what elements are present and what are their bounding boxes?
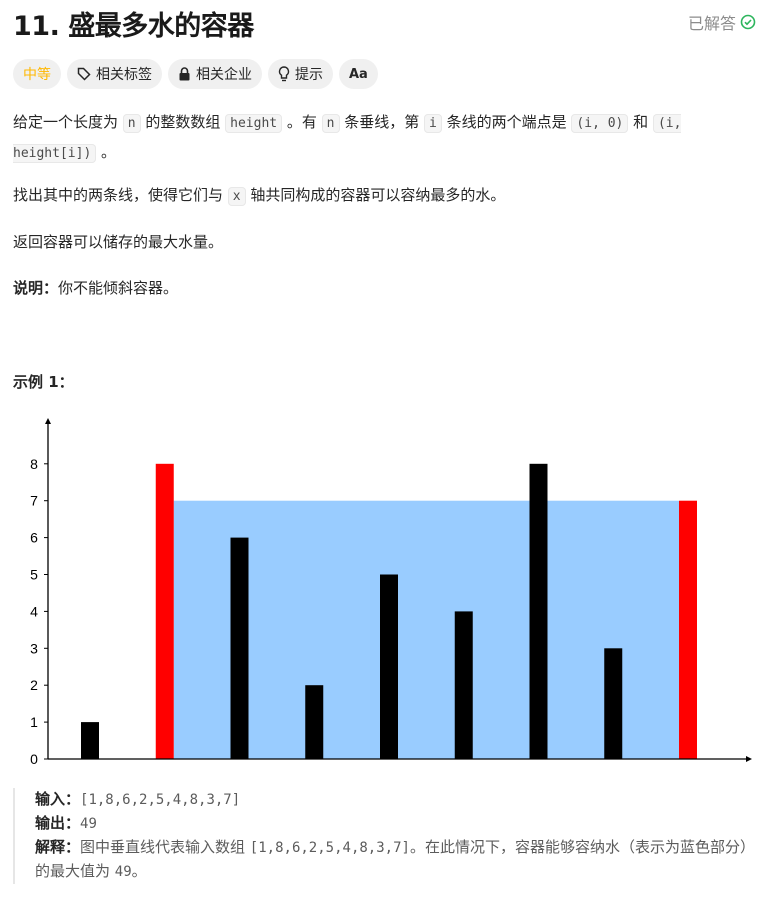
- y-tick-label: 3: [30, 640, 38, 656]
- lightbulb-icon: [278, 66, 290, 82]
- text: 和: [628, 113, 653, 131]
- inline-code: i: [424, 114, 442, 133]
- text: 。: [131, 862, 147, 880]
- hint-label: 提示: [295, 67, 323, 83]
- y-tick-label: 6: [30, 530, 38, 546]
- text: 条垂线，第: [339, 113, 425, 131]
- page-title: 11. 盛最多水的容器: [13, 11, 254, 42]
- y-tick-label: 2: [30, 677, 38, 693]
- solved-label: 已解答: [687, 14, 736, 33]
- explanation-label: 解释：: [35, 838, 81, 856]
- bar: [679, 500, 697, 759]
- bar: [230, 537, 249, 759]
- inline-code: n: [122, 114, 141, 133]
- water-area: [173, 500, 679, 759]
- input-label: 输入：: [35, 790, 81, 808]
- inline-code: height: [225, 114, 283, 133]
- y-tick-label: 0: [30, 751, 38, 767]
- related-companies-label: 相关企业: [196, 67, 252, 83]
- bar: [380, 574, 398, 759]
- hint-button[interactable]: 提示: [268, 59, 333, 89]
- example-title: 示例 1：: [13, 373, 74, 391]
- text: 。有: [282, 113, 322, 131]
- y-axis-arrow: [45, 418, 51, 424]
- solved-status: 已解答: [688, 10, 756, 34]
- text: 找出其中的两条线，使得它们与: [13, 186, 228, 204]
- inline-code: (i, 0): [571, 114, 629, 133]
- related-tags-label: 相关标签: [96, 67, 152, 83]
- y-tick-label: 5: [30, 567, 38, 583]
- description-paragraph-3: 返回容器可以储存的最大水量。: [13, 233, 224, 251]
- y-tick-label: 8: [30, 456, 38, 472]
- text: 。在此情况下，容器能够容纳水（表示为蓝色部分）的最大值为: [35, 838, 755, 880]
- bar: [155, 463, 174, 759]
- difficulty-badge[interactable]: 中等: [13, 59, 61, 89]
- difficulty-label: 中等: [23, 67, 51, 83]
- text: 轴共同构成的容器可以容纳最多的水。: [245, 186, 506, 204]
- text: 给定一个长度为: [13, 113, 123, 131]
- description-paragraph-2: 找出其中的两条线，使得它们与 x 轴共同构成的容器可以容纳最多的水。: [13, 181, 765, 211]
- output-label: 输出：: [35, 814, 81, 832]
- bar: [305, 685, 324, 759]
- text: 图中垂直线代表输入数组: [80, 838, 250, 856]
- related-companies-button[interactable]: 相关企业: [168, 59, 262, 89]
- bar: [604, 648, 623, 759]
- y-tick-label: 1: [30, 714, 38, 730]
- output-value: 49: [80, 816, 97, 832]
- lock-icon: [179, 67, 190, 81]
- text: 49: [114, 864, 132, 880]
- bar: [81, 722, 99, 759]
- translate-icon: Aa: [349, 66, 368, 82]
- example-block: 输入：[1,8,6,2,5,4,8,3,7] 输出：49 解释：图中垂直线代表输…: [13, 788, 755, 884]
- translate-button[interactable]: Aa: [339, 59, 378, 89]
- text: 。: [96, 143, 117, 161]
- text: 的整数数组: [140, 113, 226, 131]
- note-text: 你不能倾斜容器。: [58, 279, 179, 297]
- bar: [529, 463, 548, 759]
- bar: [454, 611, 473, 759]
- text: [1,8,6,2,5,4,8,3,7]: [249, 840, 410, 856]
- text: 条线的两个端点是: [441, 113, 572, 131]
- inline-code: x: [227, 187, 246, 206]
- note: 说明：你不能倾斜容器。: [13, 274, 765, 302]
- input-value: [1,8,6,2,5,4,8,3,7]: [80, 792, 241, 808]
- description-paragraph-1: 给定一个长度为 n 的整数数组 height 。有 n 条垂线，第 i 条线的两…: [13, 108, 765, 168]
- tag-icon: [77, 67, 91, 81]
- x-axis-arrow: [746, 756, 752, 762]
- check-circle-icon: [740, 14, 756, 30]
- inline-code: n: [321, 114, 340, 133]
- y-tick-label: 4: [30, 603, 38, 619]
- related-tags-button[interactable]: 相关标签: [67, 59, 162, 89]
- note-label: 说明：: [13, 279, 59, 297]
- y-tick-label: 7: [30, 493, 38, 509]
